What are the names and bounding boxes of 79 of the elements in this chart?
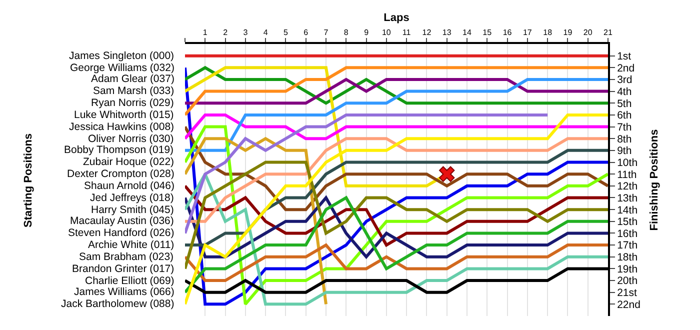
y2-tick-label: 6th	[617, 110, 632, 122]
line-series	[185, 113, 550, 235]
x-tick-label: 3	[243, 28, 248, 37]
series-label: Charlie Elliott (069)	[85, 275, 174, 287]
y2-tick-label: 13th	[617, 192, 638, 204]
y2-tick-label: 10th	[617, 156, 638, 169]
y2-tick-label: 11th	[617, 168, 637, 181]
series-label: James Williams (066)	[74, 286, 174, 298]
series-label: Luke Whitworth (015)	[74, 109, 174, 121]
x-tick-label: 5	[283, 28, 288, 37]
line-series	[185, 244, 608, 282]
series-label: Steven Handford (026)	[68, 227, 174, 239]
x-tick-label: 17	[522, 28, 532, 37]
y2-tick-label: 9th	[617, 145, 632, 158]
series-label: Ryan Norris (029)	[91, 97, 174, 109]
x-tick-label: 2	[223, 28, 228, 37]
line-series	[185, 160, 608, 270]
x-tick-label: 14	[462, 28, 472, 37]
x-tick-label: 19	[563, 28, 573, 37]
x-tick-label: 21	[604, 28, 613, 37]
series-label: Sam Brabham (023)	[79, 251, 174, 263]
y2-tick-label: 7th	[617, 121, 632, 134]
x-tick-label: 16	[502, 28, 512, 37]
series-label: Brandon Grinter (017)	[72, 263, 174, 275]
x-tick-label: 9	[364, 28, 370, 37]
line-series	[185, 172, 608, 306]
y2-tick-label: 5th	[617, 98, 632, 110]
series-label: Shaun Arnold (046)	[84, 180, 174, 192]
y2-tick-label: 4th	[617, 86, 632, 98]
x-tick-label: 1	[202, 28, 208, 37]
y2-tick-label: 18th	[617, 252, 638, 264]
series-label: Harry Smith (045)	[91, 204, 174, 216]
series-label: Oliver Norris (030)	[88, 133, 174, 145]
y2-tick-label: 15th	[617, 216, 638, 228]
x-tick-label: 6	[304, 28, 309, 37]
series-label: Dexter Crompton (028)	[67, 168, 174, 180]
line-series	[185, 66, 608, 105]
line-series	[185, 196, 608, 294]
x-tick-label: 4	[263, 28, 268, 37]
x-tick-label: 10	[382, 28, 392, 37]
line-series	[185, 137, 608, 223]
x-tick-label: 11	[402, 28, 412, 37]
y2-tick-label: 17th	[617, 240, 638, 252]
x-axis-title: Laps	[384, 12, 410, 24]
text: Starting Positions	[22, 133, 34, 228]
y2-tick-label: 19th	[617, 263, 638, 276]
series-label: Archie White (011)	[88, 239, 174, 251]
x-tick-label: 7	[324, 28, 329, 37]
y2-tick-label: 21st	[617, 287, 638, 300]
series-label: Jack Bartholomew (088)	[61, 298, 174, 310]
x-tick-label: 15	[482, 28, 492, 37]
x-tick-label: 8	[344, 28, 349, 37]
y2-axis-title: Finishing Positions	[648, 129, 660, 231]
series-label: Jessica Hawkins (008)	[69, 121, 174, 133]
y2-tick-label: 3rd	[617, 74, 632, 86]
line-series	[185, 196, 608, 258]
series-label: James Singleton (000)	[69, 50, 174, 62]
series-label: Jed Jeffreys (018)	[90, 192, 174, 204]
line-series	[185, 78, 608, 152]
series-label: Bobby Thompson (019)	[64, 144, 174, 156]
line-series	[185, 66, 608, 116]
y2-tick-label: 8th	[617, 133, 632, 146]
x-tick-label: 20	[583, 28, 593, 37]
y2-tick-label: 1st	[617, 50, 632, 63]
y2-tick-label: 14th	[617, 204, 638, 216]
y2-tick-label: 16th	[617, 228, 638, 240]
x-tick-label: 13	[442, 28, 452, 37]
x-tick-label: 18	[543, 28, 553, 37]
line-series	[185, 125, 608, 212]
x-tick-label: 12	[422, 28, 432, 37]
series-label: Macaulay Austin (036)	[70, 215, 174, 227]
series-label: Adam Glear (037)	[91, 73, 174, 85]
y2-tick-label: 20th	[617, 275, 638, 288]
series-label: George Williams (032)	[70, 62, 174, 74]
series-label: Zubair Hoque (022)	[83, 156, 174, 168]
series-label: Sam Marsh (033)	[93, 85, 174, 97]
y2-tick-label: 2nd	[617, 62, 635, 74]
y2-tick-label: 22nd	[617, 298, 641, 311]
y2-tick-label: 12th	[617, 180, 638, 193]
